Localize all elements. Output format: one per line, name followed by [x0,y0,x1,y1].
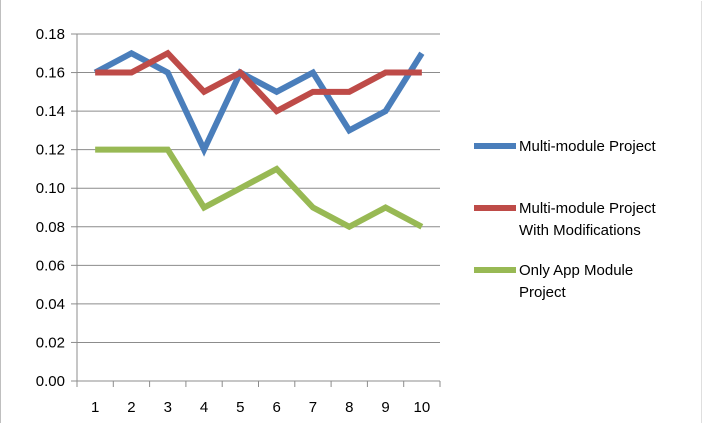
x-tick-label: 5 [236,399,244,416]
y-tick-label: 0.00 [36,373,65,390]
y-tick-label: 0.02 [36,334,65,351]
legend-label-2: With Modifications [519,222,641,239]
x-tick-label: 10 [414,399,431,416]
x-tick-label: 7 [309,399,317,416]
legend-label-3: Project [519,284,567,301]
y-tick-label: 0.14 [36,103,65,120]
legend-label-1: Multi-module Project [519,138,657,155]
x-tick-label: 1 [91,399,99,416]
y-tick-label: 0.18 [36,26,65,43]
x-tick-label: 8 [345,399,353,416]
legend-label-3: Only App Module [519,262,633,279]
y-tick-label: 0.06 [36,257,65,274]
x-tick-label: 3 [164,399,172,416]
x-tick-label: 4 [200,399,208,416]
y-tick-label: 0.08 [36,219,65,236]
y-tick-label: 0.16 [36,65,65,82]
x-tick-label: 9 [381,399,389,416]
x-tick-label: 2 [127,399,135,416]
x-tick-label: 6 [272,399,280,416]
y-tick-label: 0.10 [36,180,65,197]
series-line-2 [95,49,422,115]
series-line-3 [95,146,424,231]
y-tick-label: 0.12 [36,142,65,159]
legend-label-2: Multi-module Project [519,200,657,217]
y-tick-label: 0.04 [36,296,65,313]
